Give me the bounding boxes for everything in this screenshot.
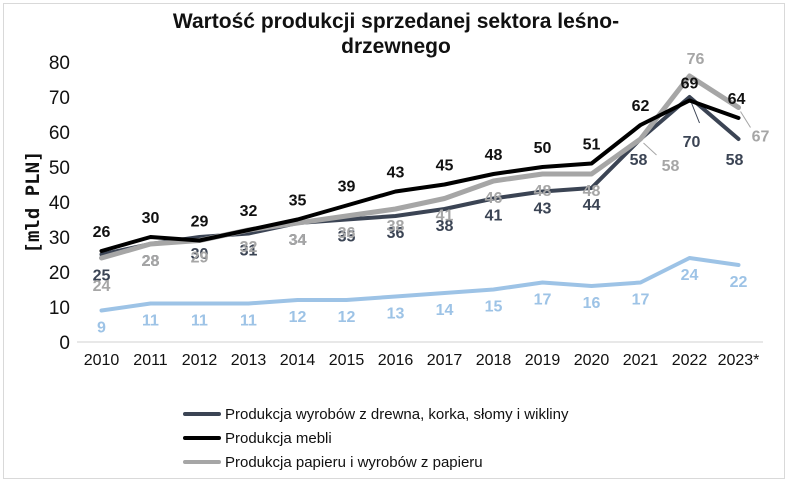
chart-title-line: drzewnego: [341, 35, 451, 58]
data-label: 38: [387, 218, 405, 235]
data-label: 32: [240, 203, 258, 220]
data-label: 22: [730, 274, 748, 291]
data-label: 67: [752, 129, 770, 146]
data-label: 34: [289, 232, 307, 249]
data-label: 12: [289, 309, 307, 326]
data-label: 48: [485, 147, 503, 164]
x-axis-ticks: 2010 2011 2012 2013 2014 2015 2016 2017 2018 2019…: [84, 352, 760, 369]
x-tick-label: 2023*: [718, 352, 760, 369]
x-tick-label: 2022: [672, 352, 708, 369]
legend-label: Produkcja papieru i wyrobów z papieru: [225, 454, 483, 471]
chart-svg: Wartość produkcji sprzedanej sektora leś…: [22, 10, 770, 471]
data-label: 28: [142, 253, 160, 270]
data-label: 24: [681, 267, 699, 284]
x-tick-label: 2013: [231, 352, 267, 369]
data-label: 36: [338, 225, 356, 242]
series-lines: [99, 73, 741, 313]
data-label: 48: [534, 183, 552, 200]
data-label: 51: [583, 137, 601, 154]
data-label: 76: [687, 51, 705, 68]
data-label: 11: [142, 313, 159, 330]
x-tick-label: 2012: [182, 352, 218, 369]
data-label: 34: [289, 232, 307, 249]
y-tick-label: 40: [49, 193, 70, 214]
leader-line: [643, 142, 657, 156]
data-label: 50: [534, 140, 552, 157]
data-label: 69: [681, 76, 699, 93]
data-label: 29: [191, 214, 209, 231]
y-axis-ticks: 0 10 20 30 40 50 60 70 80: [49, 53, 70, 354]
x-tick-label: 2017: [427, 352, 463, 369]
data-label: 24: [93, 278, 111, 295]
data-label: 41: [436, 208, 454, 225]
x-tick-label: 2019: [525, 352, 561, 369]
data-label: 45: [436, 158, 454, 175]
chart-frame: Wartość produkcji sprzedanej sektora leś…: [3, 3, 785, 479]
data-label: 48: [583, 183, 601, 200]
data-label: 58: [662, 158, 680, 175]
data-label: 17: [632, 292, 650, 309]
series-line: [99, 98, 741, 253]
x-tick-label: 2015: [329, 352, 365, 369]
data-label: 41: [485, 208, 503, 225]
data-label: 46: [485, 190, 503, 207]
legend-label: Produkcja wyrobów z drewna, korka, słomy…: [225, 406, 569, 423]
data-label: 16: [583, 295, 601, 312]
x-tick-label: 2016: [378, 352, 414, 369]
data-label: 35: [289, 193, 307, 210]
data-label: 26: [93, 224, 111, 241]
data-label: 35: [338, 229, 356, 246]
data-label: 58: [630, 152, 648, 169]
x-tick-label: 2011: [133, 352, 168, 369]
y-axis-label: [mld PLN]: [22, 151, 44, 254]
x-tick-label: 2020: [574, 352, 610, 369]
leader-line: [740, 111, 751, 128]
data-label: 58: [726, 152, 744, 169]
data-label: 70: [683, 134, 701, 151]
data-label: 12: [338, 309, 356, 326]
data-label: 11: [240, 313, 257, 330]
x-tick-label: 2021: [623, 352, 659, 369]
x-tick-label: 2014: [280, 352, 316, 369]
data-label: 28: [142, 253, 160, 270]
y-tick-label: 10: [49, 298, 70, 319]
y-tick-label: 80: [49, 53, 70, 74]
data-label: 11: [191, 313, 208, 330]
data-label: 15: [485, 299, 503, 316]
data-label: 62: [632, 98, 650, 115]
data-label: 30: [142, 210, 160, 227]
x-tick-label: 2018: [476, 352, 512, 369]
y-tick-label: 60: [49, 123, 70, 144]
data-label: 32: [240, 239, 258, 256]
chart-title: Wartość produkcji sprzedanej sektora leś…: [173, 10, 619, 58]
data-label: 9: [97, 320, 106, 337]
data-label: 31: [240, 243, 258, 260]
data-label: 13: [387, 306, 405, 323]
data-label: 44: [583, 197, 601, 214]
data-label: 14: [436, 302, 454, 319]
y-tick-label: 70: [49, 88, 70, 109]
data-label: 43: [387, 165, 405, 182]
x-tick-label: 2010: [84, 352, 120, 369]
leader-line: [691, 102, 700, 124]
data-label: 39: [338, 179, 356, 196]
data-label: 29: [191, 250, 209, 267]
data-label: 36: [387, 225, 405, 242]
data-label: 43: [534, 201, 552, 218]
legend: Produkcja wyrobów z drewna, korka, słomy…: [183, 406, 569, 471]
y-tick-label: 30: [49, 228, 70, 249]
series-line: [99, 95, 741, 257]
data-label: 30: [191, 246, 209, 263]
y-tick-label: 0: [59, 333, 70, 354]
data-label: 64: [728, 91, 746, 108]
y-tick-label: 50: [49, 158, 70, 179]
chart-title-line: Wartość produkcji sprzedanej sektora leś…: [173, 10, 619, 33]
series-line: [99, 256, 741, 313]
data-label: 38: [436, 218, 454, 235]
y-tick-label: 20: [49, 263, 70, 284]
data-label: 25: [93, 268, 111, 285]
data-label: 17: [534, 292, 552, 309]
legend-label: Produkcja mebli: [225, 430, 332, 447]
